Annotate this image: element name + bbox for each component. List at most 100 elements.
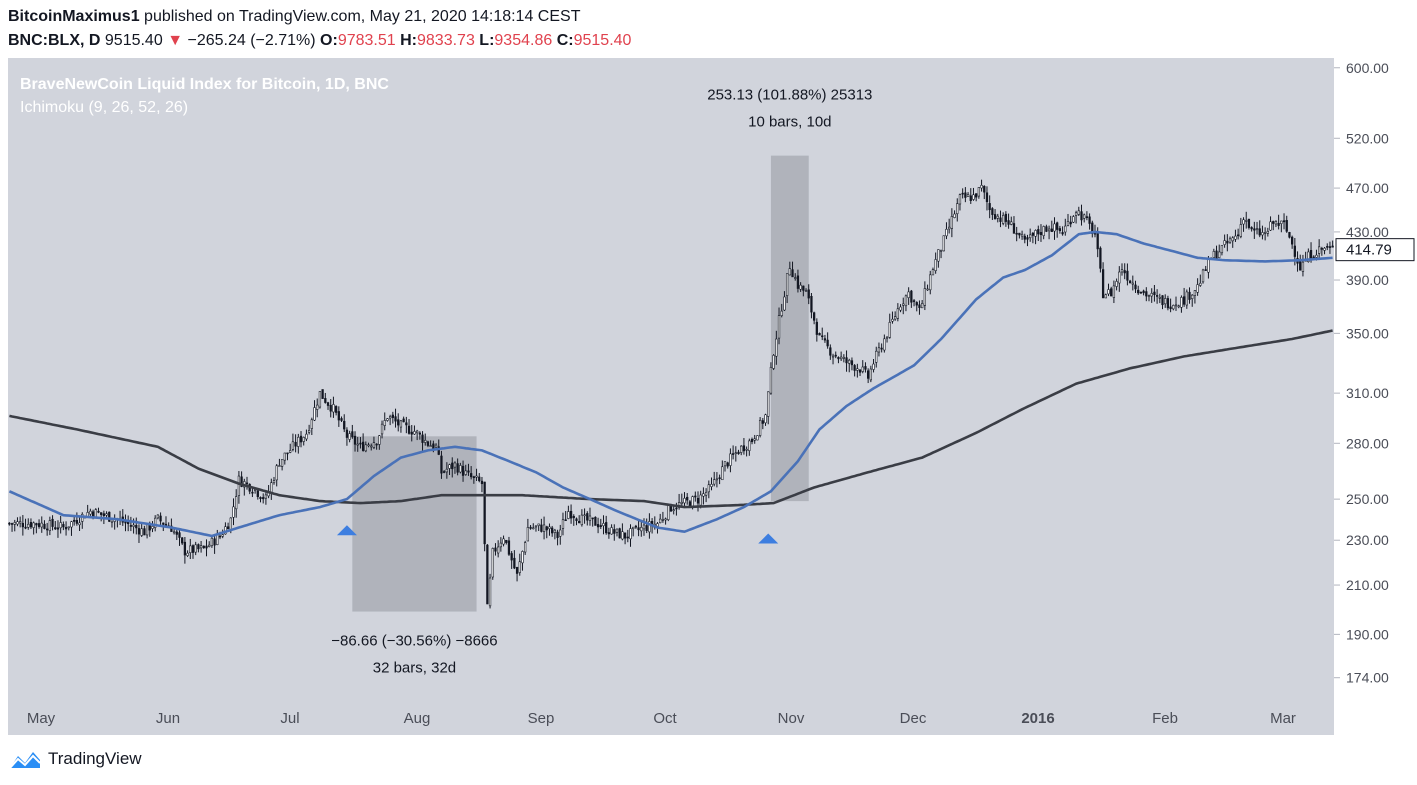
candle-body: [969, 195, 972, 201]
candle-body: [613, 529, 616, 534]
candle-body: [307, 430, 311, 433]
symbol-label: BNC:BLX, D: [8, 32, 101, 49]
candle-body: [1031, 232, 1035, 236]
candle: [135, 517, 138, 535]
candle: [821, 327, 824, 341]
candle-body: [1272, 221, 1275, 224]
candle: [1107, 283, 1110, 297]
candle: [845, 350, 848, 372]
candle-body: [783, 296, 786, 311]
candle-body: [434, 444, 438, 448]
candle: [983, 185, 986, 200]
close-label: C:: [556, 32, 574, 49]
candle-body: [432, 443, 435, 449]
candle-body: [1083, 214, 1086, 219]
candle: [40, 516, 43, 533]
candle: [572, 514, 575, 526]
candle-body: [826, 339, 829, 347]
brand-name[interactable]: TradingView: [48, 749, 142, 768]
candle: [818, 332, 821, 336]
candle: [407, 419, 411, 435]
candle: [1272, 220, 1275, 231]
y-tick-label: 250.00: [1346, 491, 1389, 507]
candle: [742, 438, 746, 455]
candle: [305, 429, 308, 442]
candle: [475, 468, 478, 481]
candle-body: [1328, 246, 1332, 248]
candle: [183, 537, 187, 564]
price-chart[interactable]: −86.66 (−30.56%) −8666 32 bars, 32d 253.13…: [0, 58, 1417, 736]
candle-body: [426, 441, 430, 446]
candle: [19, 516, 22, 528]
candle: [488, 573, 492, 609]
candle: [470, 466, 473, 480]
candle-body: [183, 541, 187, 556]
candle: [1174, 296, 1178, 311]
candle-body: [842, 356, 845, 359]
candle: [556, 529, 559, 546]
candle-body: [929, 274, 932, 291]
candle-body: [1239, 224, 1242, 237]
candle-body: [1285, 220, 1288, 232]
candle-body: [210, 537, 214, 547]
x-tick-label: Mar: [1270, 710, 1296, 727]
candle: [280, 459, 284, 471]
candle: [210, 536, 214, 548]
candle-body: [1066, 221, 1070, 226]
candle-body: [810, 295, 813, 313]
candle-body: [235, 496, 238, 510]
candle-body: [464, 470, 467, 475]
candle: [796, 269, 800, 293]
candle: [985, 186, 989, 211]
candle-body: [502, 538, 505, 545]
candle: [1193, 289, 1197, 304]
candle-body: [1234, 235, 1237, 240]
candle-body: [1064, 225, 1067, 233]
candle: [548, 523, 551, 536]
candle: [1066, 213, 1070, 227]
candle: [891, 311, 894, 324]
candle: [54, 521, 57, 531]
author-name[interactable]: BitcoinMaximus1: [8, 8, 140, 25]
candle-body: [767, 391, 770, 417]
candle: [664, 517, 667, 525]
candle-body: [548, 526, 551, 530]
candle-body: [742, 445, 746, 452]
candle: [791, 261, 794, 278]
candle: [286, 452, 289, 461]
candle-body: [100, 512, 103, 515]
candle-body: [1309, 250, 1313, 259]
candle-body: [162, 522, 165, 525]
candle: [456, 458, 459, 476]
candle-body: [37, 523, 41, 527]
candle: [46, 522, 49, 536]
candle: [858, 369, 862, 377]
candle: [1180, 295, 1183, 313]
candle: [578, 515, 581, 524]
candle: [561, 512, 565, 536]
candle: [24, 518, 27, 530]
candle: [756, 435, 759, 441]
candle-body: [343, 420, 346, 430]
candle-body: [13, 522, 16, 525]
candle-body: [189, 545, 192, 554]
up-triangle-icon: [758, 533, 779, 544]
candle: [164, 516, 168, 526]
candle-body: [1320, 248, 1323, 250]
candle: [1164, 294, 1167, 308]
candle-body: [40, 522, 43, 528]
candle-body: [1226, 240, 1229, 244]
candle-body: [1282, 220, 1286, 223]
candle-body: [402, 418, 405, 423]
candle: [35, 522, 38, 534]
candle-body: [915, 302, 918, 306]
candle: [1077, 206, 1080, 217]
candle: [734, 446, 737, 462]
candle: [912, 299, 916, 307]
candle: [1182, 287, 1186, 307]
candle-body: [567, 511, 570, 519]
candle-body: [812, 312, 816, 321]
candle-body: [143, 528, 146, 536]
candle-body: [980, 185, 983, 189]
candle: [1245, 211, 1248, 229]
